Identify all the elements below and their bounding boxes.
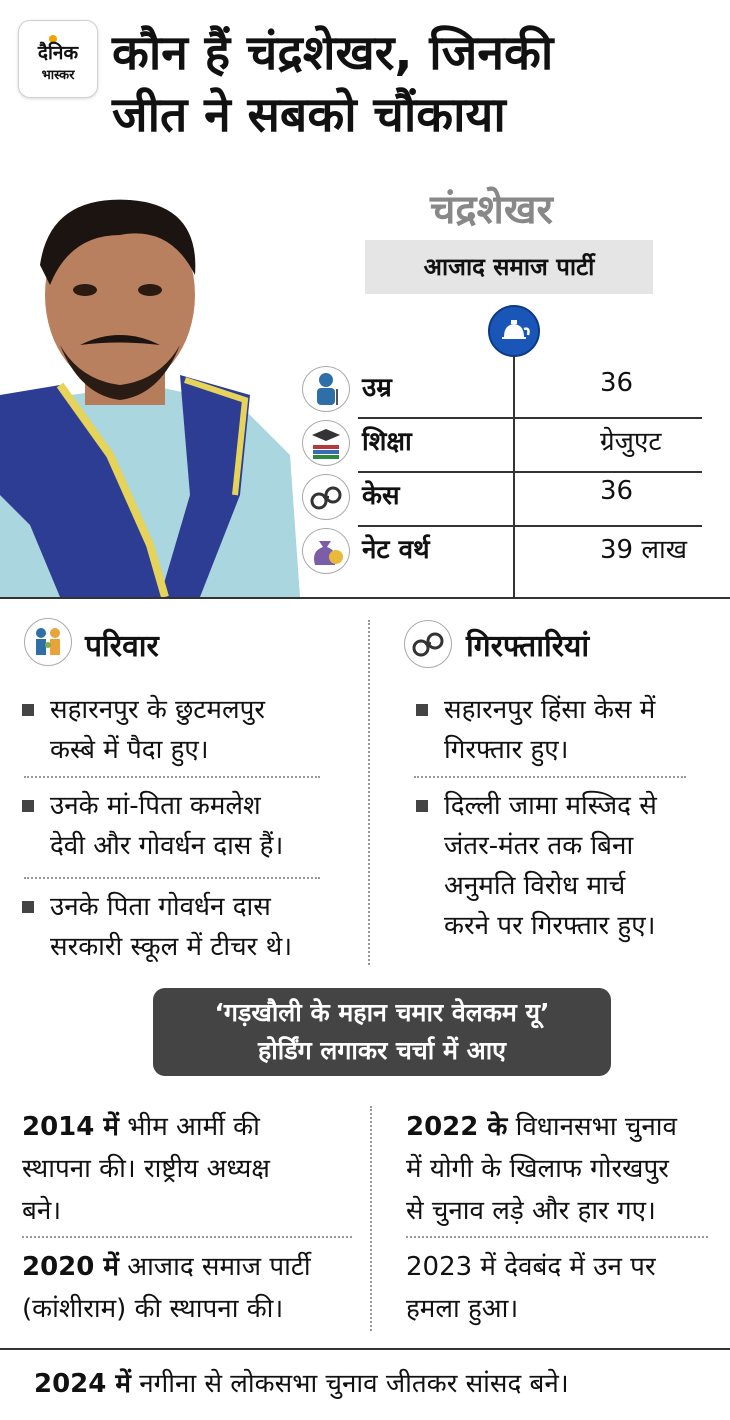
stat-divider	[358, 525, 702, 527]
banner-line-1: ‘गड़खौली के महान चमार वेलकम यू’	[214, 998, 550, 1027]
dotted-divider	[406, 1236, 708, 1238]
footer-2024: 2024 में नगीना से लोकसभा चुनाव जीतकर सां…	[34, 1364, 569, 1400]
timeline-2023-line-2: हमला हुआ।	[406, 1294, 519, 1324]
family-item-1: सहारनपुर के छुटमलपुर कस्बे में पैदा हुए।	[22, 690, 265, 770]
banner-line-2: होर्डिंग लगाकर चर्चा में आए	[258, 1036, 506, 1065]
dotted-divider	[414, 776, 686, 778]
logo-line-2: भास्कर	[41, 68, 75, 83]
arrests-item-2-line-4: करने पर गिरफ्तार हुए।	[444, 911, 656, 941]
stat-row-net-worth: नेट वर्थ 39 लाख	[302, 524, 702, 578]
family-heading: परिवार	[85, 629, 159, 664]
stat-value: 36	[600, 476, 634, 506]
dotted-divider	[24, 877, 320, 879]
timeline-2022-line-2: में योगी के खिलाफ गोरखपुर	[406, 1154, 669, 1184]
bullet-square	[22, 800, 34, 812]
arrests-item-2-line-2: जंतर-मंतर तक बिना	[444, 831, 634, 861]
timeline-2023-line-1: 2023 में देवबंद में उन पर	[406, 1252, 656, 1282]
headline-line-2: जीत ने सबको चौंकाया	[112, 87, 506, 143]
bullet-square	[416, 704, 428, 716]
timeline-2014: 2014 में भीम आर्मी की स्थापना की। राष्ट्…	[22, 1106, 270, 1232]
stat-value: 39 लाख	[600, 535, 687, 565]
timeline-2022-text: विधानसभा चुनाव	[507, 1112, 677, 1142]
dotted-divider	[22, 1236, 352, 1238]
arrests-item-1-line-1: सहारनपुर हिंसा केस में	[444, 695, 656, 725]
stat-value: 36	[600, 368, 634, 398]
headline: कौन हैं चंद्रशेखर, जिनकी जीत ने सबको चौं…	[112, 22, 722, 146]
stat-row-age: उम्र 36	[302, 362, 702, 419]
stat-label: उम्र	[362, 373, 392, 403]
family-item-2: उनके मां-पिता कमलेश देवी और गोवर्धन दास …	[22, 786, 284, 866]
bullet-square	[22, 901, 34, 913]
stat-row-cases: केस 36	[302, 470, 702, 527]
money-bag-icon	[302, 528, 350, 574]
section-divider-top	[0, 597, 730, 599]
family-item-3: उनके पिता गोवर्धन दास सरकारी स्कूल में ट…	[22, 887, 293, 967]
handcuffs-section-icon	[404, 620, 452, 668]
headline-line-1: कौन हैं चंद्रशेखर, जिनकी	[112, 25, 554, 81]
stat-row-education: शिक्षा ग्रेजुएट	[302, 416, 702, 473]
year-2022: 2022 के	[406, 1112, 508, 1142]
logo-dot	[49, 35, 57, 43]
year-2020: 2020 में	[22, 1252, 119, 1282]
timeline-2023: 2023 में देवबंद में उन पर हमला हुआ।	[406, 1246, 656, 1330]
arrests-item-2: दिल्ली जामा मस्जिद से जंतर-मंतर तक बिना …	[416, 786, 657, 946]
stat-label: केस	[362, 481, 400, 511]
timeline-2014-line-3: बने।	[22, 1196, 62, 1226]
family-item-2-line-1: उनके मां-पिता कमलेश	[50, 791, 261, 821]
family-item-2-line-2: देवी और गोवर्धन दास हैं।	[50, 831, 284, 861]
stat-divider	[358, 471, 702, 473]
dainik-bhaskar-logo: दैनिक भास्कर	[18, 20, 98, 98]
education-books-icon	[302, 420, 350, 466]
timeline-2022: 2022 के विधानसभा चुनाव में योगी के खिलाफ…	[406, 1106, 677, 1232]
stat-label: नेट वर्थ	[362, 535, 430, 565]
timeline-2020: 2020 में आजाद समाज पार्टी (कांशीराम) की …	[22, 1246, 311, 1330]
hoarding-banner: ‘गड़खौली के महान चमार वेलकम यू’ होर्डिंग…	[153, 988, 611, 1076]
bullet-square	[22, 704, 34, 716]
chandrashekhar-photo	[0, 195, 300, 597]
timeline-2014-line-2: स्थापना की। राष्ट्रीय अध्यक्ष	[22, 1154, 270, 1184]
bullet-square	[416, 800, 428, 812]
logo-line-1: दैनिक	[37, 42, 79, 64]
arrests-item-2-line-1: दिल्ली जामा मस्जिद से	[444, 791, 657, 821]
stat-divider	[358, 417, 702, 419]
timeline-2020-text: आजाद समाज पार्टी	[118, 1252, 311, 1282]
party-label: आजाद समाज पार्टी	[365, 240, 653, 294]
family-icon	[24, 618, 72, 666]
dotted-divider	[24, 776, 320, 778]
family-item-3-line-1: उनके पिता गोवर्धन दास	[50, 892, 271, 922]
footer-text: नगीना से लोकसभा चुनाव जीतकर सांसद बने।	[130, 1369, 569, 1399]
column-divider	[368, 620, 370, 965]
arrests-heading: गिरफ्तारियां	[466, 629, 590, 664]
age-person-icon	[302, 366, 350, 412]
stat-label: शिक्षा	[362, 427, 412, 457]
stats-vertical-line	[513, 357, 515, 597]
timeline-2014-text: भीम आर्मी की	[118, 1112, 260, 1142]
year-2014: 2014 में	[22, 1112, 119, 1142]
timeline-2022-line-3: से चुनाव लड़े और हार गए।	[406, 1196, 656, 1226]
arrests-item-1: सहारनपुर हिंसा केस में गिरफ्तार हुए।	[416, 690, 656, 770]
party-symbol-kettle-icon	[488, 305, 540, 357]
column-divider	[370, 1106, 372, 1331]
timeline-2020-line-2: (कांशीराम) की स्थापना की।	[22, 1294, 284, 1324]
family-item-1-line-1: सहारनपुर के छुटमलपुर	[50, 695, 265, 725]
family-item-3-line-2: सरकारी स्कूल में टीचर थे।	[50, 932, 293, 962]
section-divider-bottom	[0, 1348, 730, 1350]
stat-value: ग्रेजुएट	[600, 427, 662, 457]
family-item-1-line-2: कस्बे में पैदा हुए।	[50, 735, 209, 765]
handcuffs-icon	[302, 474, 350, 520]
arrests-item-2-line-3: अनुमति विरोध मार्च	[444, 871, 626, 901]
profile-name: चंद्रशेखर	[430, 187, 553, 233]
year-2024: 2024 में	[34, 1369, 131, 1399]
arrests-item-1-line-2: गिरफ्तार हुए।	[444, 735, 569, 765]
